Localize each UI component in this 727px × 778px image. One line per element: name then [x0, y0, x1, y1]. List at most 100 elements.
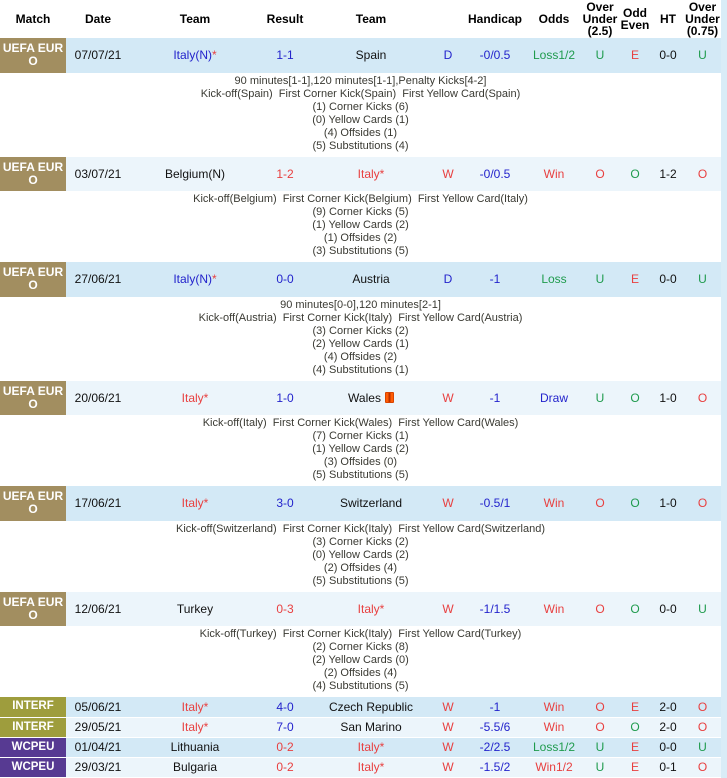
detail-line: (5) Substitutions (5): [312, 469, 409, 481]
away-team-cell: Spain: [310, 38, 432, 74]
header-result: Result: [260, 0, 310, 38]
detail-line: Kick-off(Belgium) First Corner Kick(Belg…: [193, 193, 528, 205]
full-time-score: 0-0: [260, 262, 310, 298]
away-team-name: Austria: [352, 272, 390, 287]
home-team-name: Italy(N): [173, 48, 212, 63]
match-details-row: Kick-off(Italy) First Corner Kick(Wales)…: [0, 415, 721, 486]
half-time-score: 0-0: [652, 737, 684, 758]
home-team-cell: Italy*: [130, 380, 260, 416]
header-over-under-25: Over Under (2.5): [582, 0, 618, 38]
half-time-score: 0-0: [652, 262, 684, 298]
over-under-075-result: O: [684, 717, 721, 738]
detail-line: Kick-off(Switzerland) First Corner Kick(…: [176, 522, 545, 535]
home-team-cell: Bulgaria: [130, 757, 260, 778]
detail-line: (1) Corner Kicks (6): [312, 100, 409, 113]
home-team-cell: Italy*: [130, 717, 260, 738]
match-row[interactable]: UEFA EURO 12/06/21 Turkey 0-3 Italy* W -…: [0, 591, 721, 627]
win-draw-loss: W: [432, 591, 464, 627]
home-team-name: Italy: [181, 390, 204, 405]
detail-line: 90 minutes[0-0],120 minutes[2-1]: [280, 298, 441, 311]
odds-result: Win: [526, 697, 582, 718]
away-team-cell: Italy*: [310, 737, 432, 758]
match-row[interactable]: UEFA EURO 07/07/21 Italy(N)* 1-1 Spain D…: [0, 38, 721, 74]
over-under-075-result: O: [684, 380, 721, 416]
handicap-value: -1: [464, 262, 526, 298]
match-row[interactable]: UEFA EURO 03/07/21 Belgium(N) 1-2 Italy*…: [0, 156, 721, 192]
over-under-075-result: U: [684, 262, 721, 298]
detail-line: (4) Offsides (2): [323, 350, 398, 363]
header-ht: HT: [652, 0, 684, 38]
detail-line: (9) Corner Kicks (5): [312, 206, 409, 218]
away-team-cell: Italy*: [310, 156, 432, 192]
away-team-cell: San Marino: [310, 717, 432, 738]
detail-line: (2) Yellow Cards (0): [312, 654, 409, 666]
header-odd-even: Odd Even: [618, 0, 652, 38]
full-time-score: 1-0: [260, 380, 310, 416]
detail-line: (2) Yellow Cards (1): [312, 337, 409, 350]
detail-line: Kick-off(Spain) First Corner Kick(Spain)…: [200, 87, 521, 100]
odd-even-result: E: [618, 737, 652, 758]
win-draw-loss: W: [432, 757, 464, 778]
match-row[interactable]: UEFA EURO 20/06/21 Italy* 1-0 Wales W -1…: [0, 380, 721, 416]
detail-line: (5) Substitutions (5): [312, 574, 409, 587]
header-over-under-075: Over Under (0.75): [684, 0, 721, 38]
match-row[interactable]: INTERF 05/06/21 Italy* 4-0 Czech Republi…: [0, 697, 721, 718]
league-badge: INTERF: [0, 717, 66, 738]
odds-result: Win: [526, 156, 582, 192]
away-team-star: *: [379, 760, 385, 774]
league-badge: WCPEU: [0, 737, 66, 758]
away-team-name: Spain: [355, 48, 387, 63]
match-row[interactable]: UEFA EURO 27/06/21 Italy(N)* 0-0 Austria…: [0, 262, 721, 298]
header-result-label: Result: [266, 12, 304, 26]
home-team-cell: Italy(N)*: [130, 262, 260, 298]
full-time-score: 0-2: [260, 737, 310, 758]
home-team-cell: Lithuania: [130, 737, 260, 758]
over-under-25-result: O: [582, 697, 618, 718]
away-team-star: *: [379, 601, 385, 616]
match-date: 27/06/21: [66, 262, 130, 298]
away-team-name: Italy: [357, 740, 380, 754]
over-under-25-result: O: [582, 717, 618, 738]
odds-result: Draw: [526, 380, 582, 416]
odds-result: Win1/2: [526, 757, 582, 778]
home-team-star: *: [203, 496, 209, 511]
half-time-score: 2-0: [652, 717, 684, 738]
over-under-075-result: U: [684, 737, 721, 758]
league-badge: WCPEU: [0, 757, 66, 778]
odd-even-result: O: [618, 156, 652, 192]
over-under-25-result: U: [582, 757, 618, 778]
detail-line: Kick-off(Italy) First Corner Kick(Wales)…: [202, 417, 519, 429]
home-team-name: Italy: [181, 496, 204, 511]
over-under-25-result: O: [582, 591, 618, 627]
handicap-value: -0/0.5: [464, 38, 526, 74]
match-date: 05/06/21: [66, 697, 130, 718]
match-row[interactable]: WCPEU 29/03/21 Bulgaria 0-2 Italy* W -1.…: [0, 757, 721, 778]
detail-line: (3) Corner Kicks (2): [312, 324, 409, 337]
half-time-score: 1-2: [652, 156, 684, 192]
match-row[interactable]: INTERF 29/05/21 Italy* 7-0 San Marino W …: [0, 717, 721, 738]
home-team-star: *: [203, 390, 209, 405]
away-team-name: Switzerland: [339, 496, 403, 511]
odd-even-result: O: [618, 591, 652, 627]
over-under-075-result: U: [684, 38, 721, 74]
win-draw-loss: D: [432, 38, 464, 74]
full-time-score: 7-0: [260, 717, 310, 738]
match-date: 29/05/21: [66, 717, 130, 738]
detail-line: (4) Substitutions (5): [312, 680, 409, 692]
league-badge: UEFA EURO: [0, 262, 66, 298]
match-row[interactable]: UEFA EURO 17/06/21 Italy* 3-0 Switzerlan…: [0, 486, 721, 522]
odd-even-result: E: [618, 38, 652, 74]
match-details-row: Kick-off(Belgium) First Corner Kick(Belg…: [0, 191, 721, 262]
odds-result: Win: [526, 591, 582, 627]
away-team-cell: Czech Republic: [310, 697, 432, 718]
detail-line: (1) Yellow Cards (2): [312, 443, 409, 455]
match-date: 20/06/21: [66, 380, 130, 416]
full-time-score: 0-2: [260, 757, 310, 778]
handicap-value: -0.5/1: [464, 486, 526, 522]
detail-line: (0) Yellow Cards (1): [312, 113, 409, 126]
home-team-name: Belgium(N): [164, 166, 225, 181]
match-details-row: 90 minutes[1-1],120 minutes[1-1],Penalty…: [0, 73, 721, 157]
match-row[interactable]: WCPEU 01/04/21 Lithuania 0-2 Italy* W -2…: [0, 737, 721, 758]
league-badge: UEFA EURO: [0, 156, 66, 192]
handicap-value: -5.5/6: [464, 717, 526, 738]
